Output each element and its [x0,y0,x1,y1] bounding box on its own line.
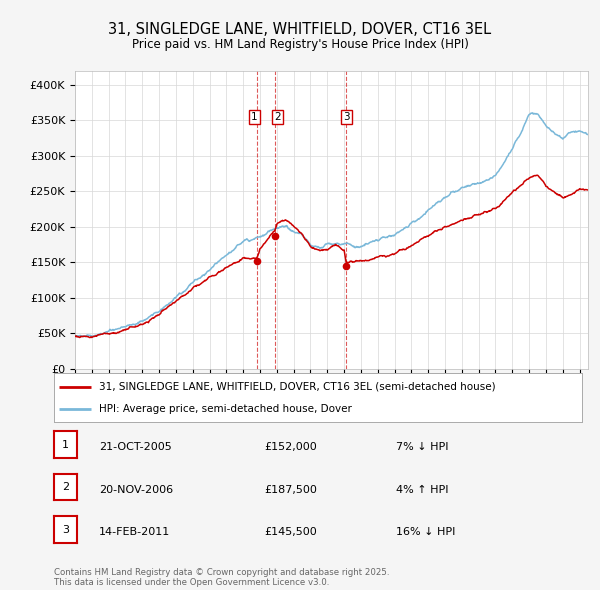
Text: 4% ↑ HPI: 4% ↑ HPI [396,485,449,494]
Text: 7% ↓ HPI: 7% ↓ HPI [396,442,449,452]
Text: 21-OCT-2005: 21-OCT-2005 [99,442,172,452]
Text: £145,500: £145,500 [264,527,317,537]
Text: Contains HM Land Registry data © Crown copyright and database right 2025.
This d: Contains HM Land Registry data © Crown c… [54,568,389,587]
Text: HPI: Average price, semi-detached house, Dover: HPI: Average price, semi-detached house,… [99,404,352,414]
Text: 14-FEB-2011: 14-FEB-2011 [99,527,170,537]
Text: 1: 1 [62,440,69,450]
Text: £187,500: £187,500 [264,485,317,494]
Text: Price paid vs. HM Land Registry's House Price Index (HPI): Price paid vs. HM Land Registry's House … [131,38,469,51]
Text: 1: 1 [251,112,257,122]
Text: 2: 2 [62,482,69,492]
Text: 3: 3 [343,112,349,122]
Text: 20-NOV-2006: 20-NOV-2006 [99,485,173,494]
Text: 3: 3 [62,525,69,535]
Text: 2: 2 [274,112,281,122]
Text: 16% ↓ HPI: 16% ↓ HPI [396,527,455,537]
Text: 31, SINGLEDGE LANE, WHITFIELD, DOVER, CT16 3EL: 31, SINGLEDGE LANE, WHITFIELD, DOVER, CT… [109,22,491,37]
Text: £152,000: £152,000 [264,442,317,452]
Text: 31, SINGLEDGE LANE, WHITFIELD, DOVER, CT16 3EL (semi-detached house): 31, SINGLEDGE LANE, WHITFIELD, DOVER, CT… [99,382,496,392]
